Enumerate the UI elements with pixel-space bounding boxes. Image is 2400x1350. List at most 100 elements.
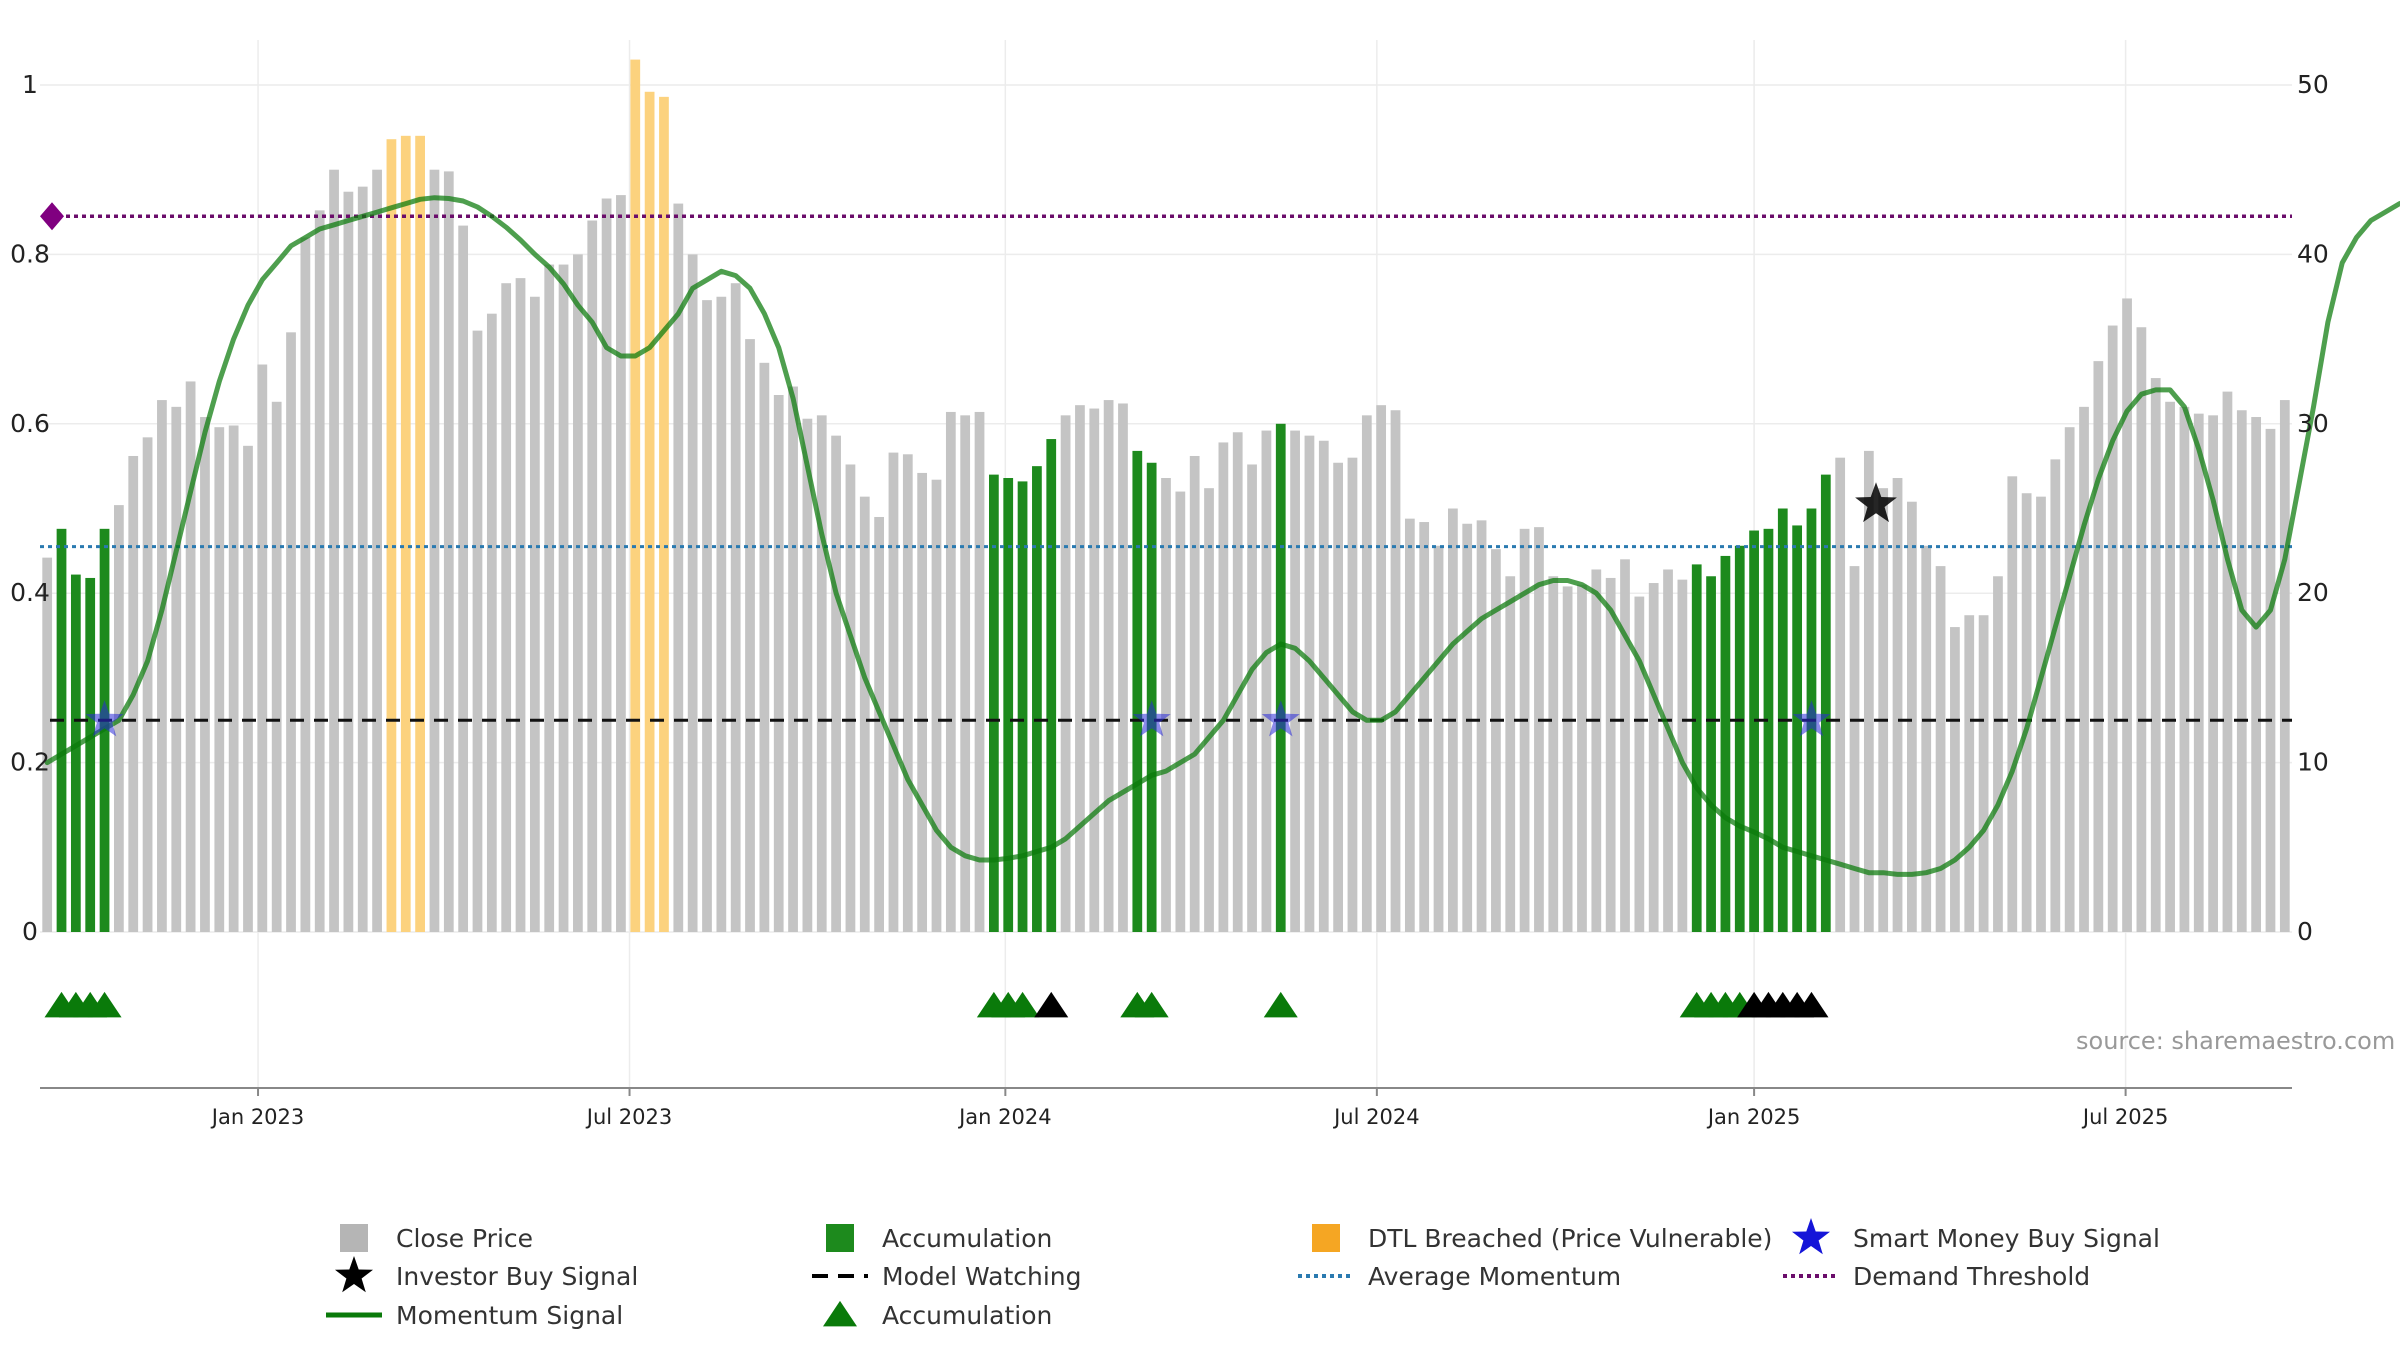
price-bar xyxy=(902,454,913,932)
price-bar xyxy=(1849,566,1860,932)
legend-label: Accumulation xyxy=(882,1224,1052,1253)
price-bar xyxy=(888,452,899,932)
right-tick-label: 0 xyxy=(2297,917,2313,946)
price-bar xyxy=(2036,496,2046,932)
price-bar xyxy=(415,135,425,932)
price-bar xyxy=(1534,527,1544,932)
price-bar xyxy=(1605,577,1616,932)
right-tick-label: 20 xyxy=(2297,578,2329,607)
price-bar xyxy=(1290,430,1300,932)
price-bar xyxy=(573,254,583,932)
price-bar xyxy=(773,395,784,932)
price-bar xyxy=(587,220,598,932)
price-bar xyxy=(2179,406,2190,932)
legend-item: Average Momentum xyxy=(1298,1262,1621,1291)
price-bar xyxy=(673,203,684,932)
price-bar xyxy=(2064,427,2075,932)
x-tick-label: Jan 2023 xyxy=(210,1105,305,1129)
price-bar xyxy=(400,135,411,932)
price-bar xyxy=(745,339,755,933)
smart-money-buy-star xyxy=(1132,700,1171,737)
price-bar xyxy=(1376,405,1387,932)
price-bar xyxy=(357,186,368,932)
price-bar xyxy=(1935,566,1946,932)
left-tick-label: 0.8 xyxy=(10,239,50,268)
price-bar xyxy=(1189,455,1200,932)
legend-label: Momentum Signal xyxy=(396,1301,623,1330)
price-bar xyxy=(1003,478,1014,932)
price-bar xyxy=(630,59,641,932)
price-bar xyxy=(2165,401,2175,932)
price-bar xyxy=(529,296,540,932)
price-bar xyxy=(2122,298,2132,932)
accumulation-triangle xyxy=(1005,991,1040,1018)
price-bar xyxy=(1706,576,1716,932)
price-bar xyxy=(845,464,856,932)
price-bar xyxy=(1089,408,1100,932)
price-bar xyxy=(1519,528,1530,932)
legend-item: Close Price xyxy=(340,1224,533,1253)
price-bar xyxy=(1548,576,1559,932)
price-bar xyxy=(501,283,512,932)
smart-money-buy-star xyxy=(85,700,124,737)
price-bar xyxy=(1103,400,1114,933)
signal-markers xyxy=(44,482,1897,1018)
price-bar xyxy=(1275,423,1286,932)
price-bar xyxy=(42,557,53,932)
close-price-bars xyxy=(42,59,2290,933)
left-tick-label: 1 xyxy=(22,70,38,99)
price-bar xyxy=(1433,545,1444,932)
price-bar xyxy=(1720,555,1731,932)
accumulation-triangle xyxy=(1263,991,1298,1018)
price-bar xyxy=(1075,405,1085,932)
price-bar xyxy=(443,171,454,932)
price-bar xyxy=(687,254,698,932)
price-bar xyxy=(286,332,296,932)
legend-label: Investor Buy Signal xyxy=(396,1262,638,1291)
price-bar xyxy=(2093,361,2104,932)
price-bar xyxy=(917,472,928,932)
price-bar xyxy=(386,139,397,932)
reference-lines xyxy=(40,202,2292,722)
price-bar xyxy=(1562,586,1573,932)
price-bar xyxy=(1577,584,1587,932)
price-bar xyxy=(1046,439,1057,932)
price-bar xyxy=(1175,491,1186,932)
price-bar xyxy=(171,406,182,932)
legend-star-icon xyxy=(335,1256,373,1293)
accumulation-triangle xyxy=(87,991,122,1018)
legend-label: Average Momentum xyxy=(1368,1262,1621,1291)
momentum-signal-line xyxy=(44,195,2400,877)
price-bar xyxy=(2021,493,2032,932)
price-bar xyxy=(1749,530,1759,932)
price-bar xyxy=(2079,406,2089,932)
price-bar xyxy=(1663,569,1673,932)
price-bar xyxy=(1964,615,1975,932)
legend-item: Smart Money Buy Signal xyxy=(1792,1218,2160,1255)
right-tick-label: 50 xyxy=(2297,70,2329,99)
price-bar xyxy=(1591,569,1602,932)
price-bar xyxy=(601,198,612,932)
legend-triangle-icon xyxy=(823,1300,857,1327)
price-bar xyxy=(1218,442,1229,932)
price-bar xyxy=(2222,391,2233,932)
right-tick-label: 10 xyxy=(2297,748,2329,777)
demand-threshold-marker xyxy=(40,202,64,231)
price-bar xyxy=(616,195,626,933)
legend-label: Accumulation xyxy=(882,1301,1052,1330)
price-bar xyxy=(1620,559,1630,932)
price-bar xyxy=(2136,327,2147,932)
x-tick-label: Jan 2024 xyxy=(957,1105,1052,1129)
price-bar xyxy=(1032,466,1042,932)
price-bar xyxy=(989,474,999,932)
legend-label: Smart Money Buy Signal xyxy=(1853,1224,2160,1253)
price-bar xyxy=(1835,457,1846,932)
price-bar xyxy=(429,169,440,932)
legend-item: Accumulation xyxy=(826,1224,1052,1253)
price-bar xyxy=(558,264,569,932)
price-bar xyxy=(1950,627,1960,932)
price-bar xyxy=(759,362,770,932)
price-bar xyxy=(788,386,798,932)
price-bar xyxy=(372,169,382,932)
